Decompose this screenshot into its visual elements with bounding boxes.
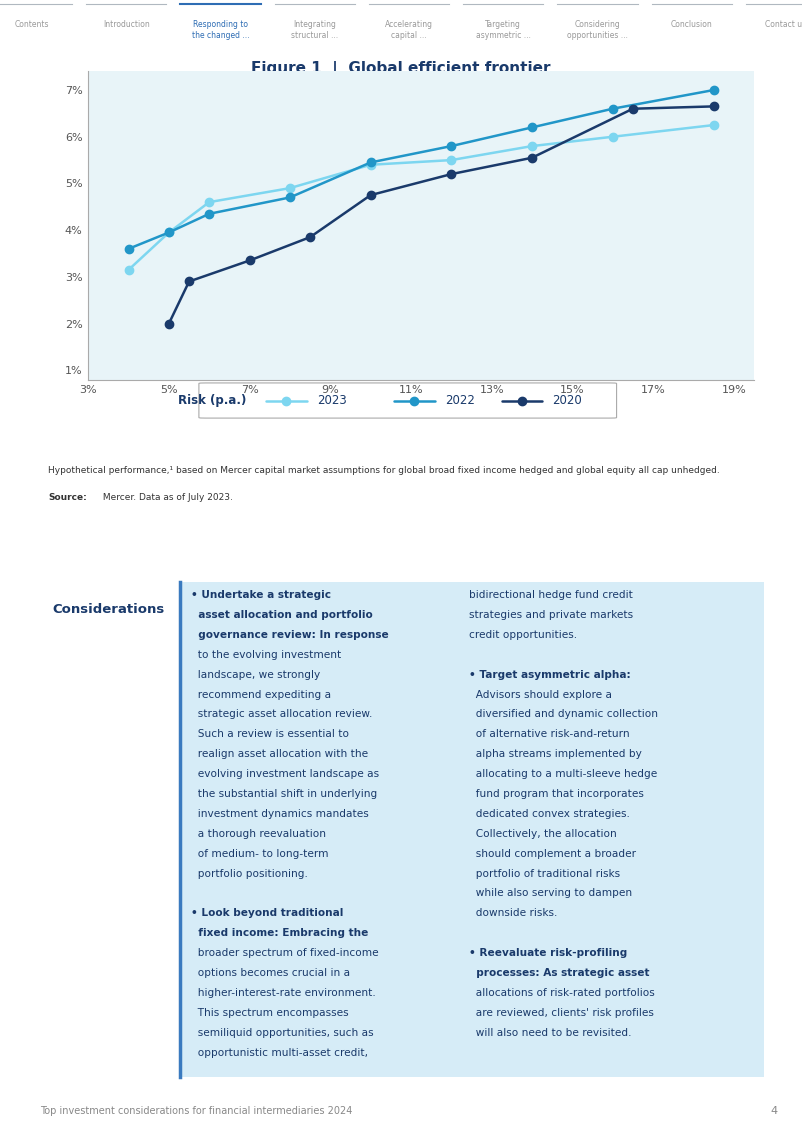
Text: Contact us: Contact us	[765, 20, 802, 29]
Text: Hypothetical performance,¹ based on Mercer capital market assumptions for global: Hypothetical performance,¹ based on Merc…	[48, 466, 720, 475]
Text: credit opportunities.: credit opportunities.	[469, 630, 577, 640]
Text: downside risks.: downside risks.	[469, 909, 557, 919]
Text: fund program that incorporates: fund program that incorporates	[469, 789, 644, 799]
Text: recommend expediting a: recommend expediting a	[191, 690, 331, 699]
Text: • Undertake a strategic: • Undertake a strategic	[191, 590, 331, 600]
Text: strategies and private markets: strategies and private markets	[469, 610, 634, 620]
Text: Integrating
structural ...: Integrating structural ...	[291, 20, 338, 40]
Text: 2020: 2020	[553, 394, 582, 407]
Text: Advisors should explore a: Advisors should explore a	[469, 690, 612, 699]
Text: Top investment considerations for financial intermediaries 2024: Top investment considerations for financ…	[40, 1107, 352, 1116]
Text: allocations of risk-rated portfolios: allocations of risk-rated portfolios	[469, 988, 655, 998]
Text: allocating to a multi-sleeve hedge: allocating to a multi-sleeve hedge	[469, 769, 658, 780]
Text: Considering
opportunities ...: Considering opportunities ...	[567, 20, 628, 40]
Text: of alternative risk-and-return: of alternative risk-and-return	[469, 730, 630, 740]
Text: landscape, we strongly: landscape, we strongly	[191, 670, 320, 680]
Text: governance review: In response: governance review: In response	[191, 630, 389, 640]
Text: 2023: 2023	[317, 394, 346, 407]
Text: will also need to be revisited.: will also need to be revisited.	[469, 1028, 632, 1038]
Text: alpha streams implemented by: alpha streams implemented by	[469, 749, 642, 759]
Text: a thorough reevaluation: a thorough reevaluation	[191, 828, 326, 838]
Text: of medium- to long-term: of medium- to long-term	[191, 849, 328, 859]
Text: bidirectional hedge fund credit: bidirectional hedge fund credit	[469, 590, 633, 600]
Text: Accelerating
capital ...: Accelerating capital ...	[385, 20, 433, 40]
Text: Source:: Source:	[48, 493, 87, 502]
Text: Contents: Contents	[14, 20, 50, 29]
Text: Mercer. Data as of July 2023.: Mercer. Data as of July 2023.	[100, 493, 233, 502]
Text: while also serving to dampen: while also serving to dampen	[469, 888, 632, 898]
Text: broader spectrum of fixed-income: broader spectrum of fixed-income	[191, 948, 379, 959]
Text: Responding to
the changed ...: Responding to the changed ...	[192, 20, 249, 40]
Text: 4: 4	[771, 1107, 778, 1116]
Text: This spectrum encompasses: This spectrum encompasses	[191, 1007, 349, 1017]
Text: opportunistic multi-asset credit,: opportunistic multi-asset credit,	[191, 1048, 368, 1057]
Text: are reviewed, clients' risk profiles: are reviewed, clients' risk profiles	[469, 1007, 654, 1017]
Text: dedicated convex strategies.: dedicated convex strategies.	[469, 809, 630, 819]
Text: Risk (p.a.): Risk (p.a.)	[178, 394, 246, 407]
Text: fixed income: Embracing the: fixed income: Embracing the	[191, 928, 368, 938]
Text: diversified and dynamic collection: diversified and dynamic collection	[469, 709, 658, 719]
Text: • Target asymmetric alpha:: • Target asymmetric alpha:	[469, 670, 631, 680]
Text: Targeting
asymmetric ...: Targeting asymmetric ...	[476, 20, 531, 40]
FancyBboxPatch shape	[180, 582, 764, 1076]
Text: Such a review is essential to: Such a review is essential to	[191, 730, 349, 740]
Text: Figure 1  |  Global efficient frontier: Figure 1 | Global efficient frontier	[251, 61, 551, 77]
Text: semiliquid opportunities, such as: semiliquid opportunities, such as	[191, 1028, 374, 1038]
Text: portfolio of traditional risks: portfolio of traditional risks	[469, 869, 620, 878]
Text: Collectively, the allocation: Collectively, the allocation	[469, 828, 617, 838]
Text: evolving investment landscape as: evolving investment landscape as	[191, 769, 379, 780]
Text: higher-interest-rate environment.: higher-interest-rate environment.	[191, 988, 375, 998]
Text: 2022: 2022	[445, 394, 475, 407]
Text: to the evolving investment: to the evolving investment	[191, 649, 341, 659]
Text: the substantial shift in underlying: the substantial shift in underlying	[191, 789, 377, 799]
Text: Conclusion: Conclusion	[670, 20, 713, 29]
Text: investment dynamics mandates: investment dynamics mandates	[191, 809, 369, 819]
Text: asset allocation and portfolio: asset allocation and portfolio	[191, 610, 373, 620]
Text: strategic asset allocation review.: strategic asset allocation review.	[191, 709, 372, 719]
Text: processes: As strategic asset: processes: As strategic asset	[469, 968, 650, 978]
Text: Introduction: Introduction	[103, 20, 150, 29]
Text: realign asset allocation with the: realign asset allocation with the	[191, 749, 368, 759]
Text: • Look beyond traditional: • Look beyond traditional	[191, 909, 343, 919]
Text: Considerations: Considerations	[52, 603, 164, 616]
Text: portfolio positioning.: portfolio positioning.	[191, 869, 308, 878]
Text: should complement a broader: should complement a broader	[469, 849, 636, 859]
Text: options becomes crucial in a: options becomes crucial in a	[191, 968, 350, 978]
Text: • Reevaluate risk-profiling: • Reevaluate risk-profiling	[469, 948, 627, 959]
